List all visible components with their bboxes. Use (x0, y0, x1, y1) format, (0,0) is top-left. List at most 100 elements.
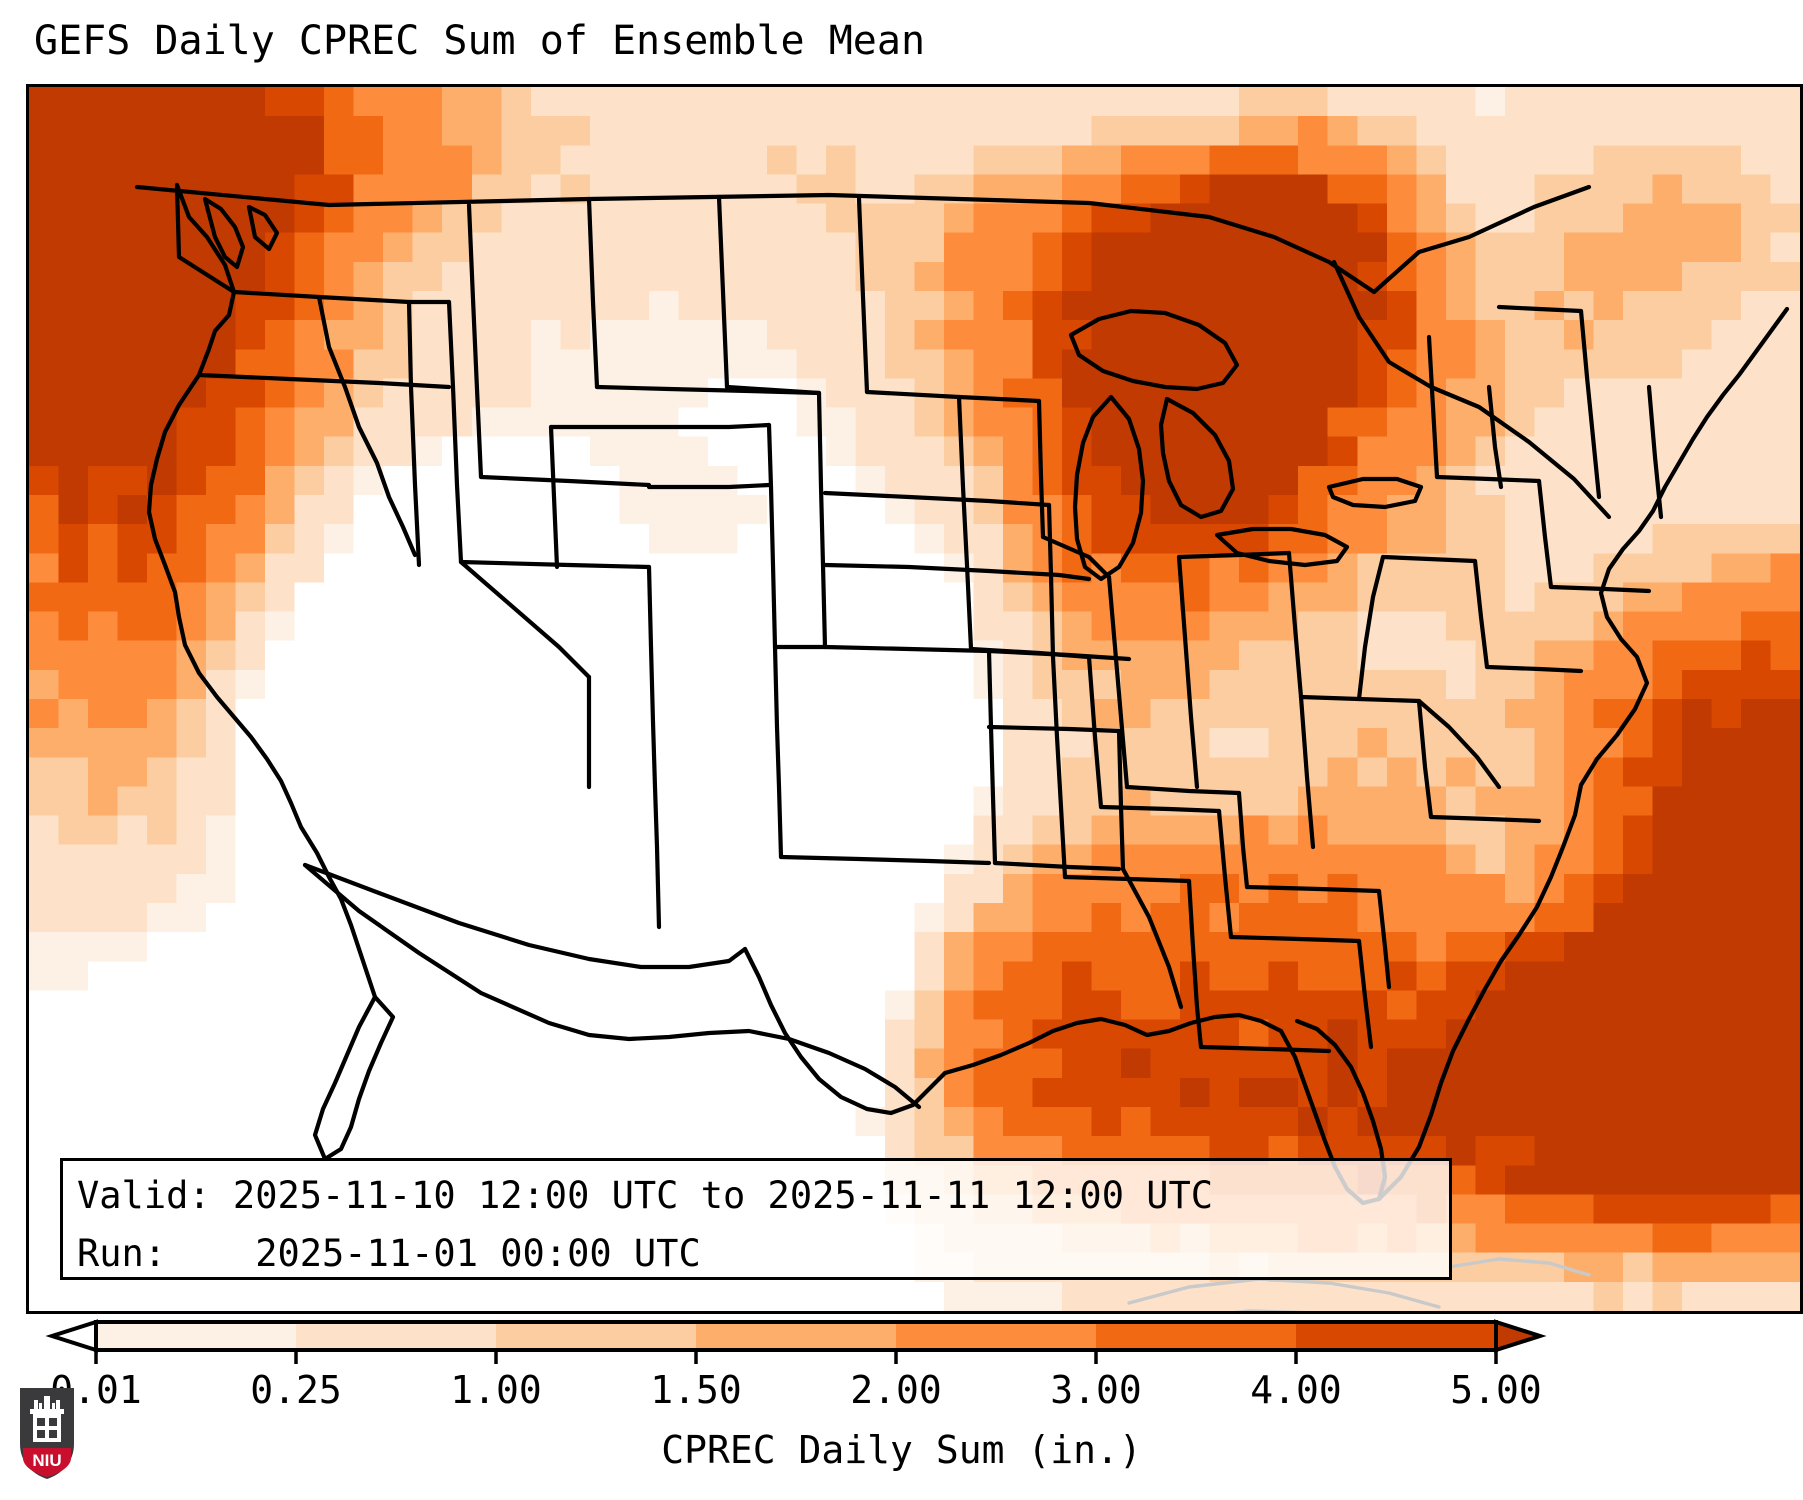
precip-cell (737, 932, 768, 962)
precip-cell (530, 145, 561, 176)
precip-cell (117, 407, 148, 438)
precip-cell (1622, 116, 1654, 146)
precip-cell (265, 349, 296, 380)
precip-cell (707, 116, 739, 146)
precip-cell (1534, 669, 1565, 700)
map-border-path (956, 394, 974, 652)
precip-cell (29, 465, 60, 496)
precip-cell (1445, 524, 1477, 554)
colorbar-extend-left (45, 1319, 98, 1353)
map-border-path (1198, 1044, 1332, 1054)
precip-cell (884, 786, 916, 817)
precip-cell (1357, 815, 1388, 846)
precip-cell (294, 728, 325, 758)
precip-cell (1740, 174, 1772, 205)
precip-cell (1622, 932, 1654, 962)
precip-cell (1357, 611, 1388, 642)
map-border-path (302, 862, 922, 1110)
precip-cell (1711, 582, 1742, 613)
precip-cell (1386, 640, 1417, 671)
precip-cell (1711, 407, 1742, 438)
precip-cell (1003, 116, 1034, 146)
precip-cell (412, 844, 443, 875)
precip-cell (678, 873, 709, 904)
precip-cell (1416, 261, 1447, 292)
precip-cell (147, 990, 178, 1021)
precip-cell (707, 145, 739, 176)
precip-cell (501, 699, 532, 729)
precip-cell (117, 728, 148, 758)
precip-cell (501, 87, 532, 117)
map-border-path (646, 564, 662, 930)
precip-cell (294, 349, 325, 380)
precip-cell (501, 669, 532, 700)
precip-cell (973, 815, 1004, 846)
precip-cell (117, 611, 148, 642)
precip-cell (1239, 582, 1270, 613)
precip-cell (1475, 1048, 1506, 1079)
precip-cell (353, 757, 384, 788)
precip-cell (235, 261, 266, 292)
precip-cell (501, 640, 532, 671)
precip-cell (176, 1019, 207, 1050)
precip-cell (1062, 1048, 1093, 1079)
precip-cell (1652, 1223, 1683, 1254)
precip-cell (1003, 465, 1034, 496)
precip-cell (825, 699, 857, 729)
precip-cell (1622, 611, 1654, 642)
precip-cell (1652, 1281, 1683, 1311)
precip-cell (1357, 174, 1388, 205)
precip-cell (412, 757, 443, 788)
precip-cell (648, 145, 680, 176)
precip-cell (147, 728, 178, 758)
precip-cell (501, 291, 532, 321)
precip-cell (914, 611, 945, 642)
precip-cell (973, 582, 1004, 613)
precip-cell (1268, 757, 1299, 788)
precip-cell (1445, 291, 1477, 321)
precip-cell (1298, 903, 1329, 933)
precip-cell (88, 815, 119, 846)
precip-cell (1681, 261, 1713, 292)
map-border-soft-path (1447, 1257, 1591, 1277)
precip-cell (707, 640, 739, 671)
precip-cell (147, 378, 178, 409)
precip-cell (884, 87, 916, 117)
precip-cell (383, 232, 414, 263)
precip-cell (1534, 291, 1565, 321)
precip-cell (1239, 611, 1270, 642)
precip-cell (619, 495, 650, 525)
precip-cell (1711, 786, 1742, 817)
precip-cell (29, 174, 60, 205)
precip-cell (294, 1077, 325, 1108)
precip-cell (353, 640, 384, 671)
precip-cell (353, 815, 384, 846)
precip-cell (1711, 699, 1742, 729)
precip-cell (1298, 349, 1329, 380)
precip-cell (1563, 1048, 1595, 1079)
precip-cell (589, 669, 621, 700)
precip-cell (914, 203, 945, 234)
precip-cell (825, 174, 857, 205)
precip-cell (1770, 495, 1800, 525)
precip-cell (1416, 873, 1447, 904)
precip-cell (501, 844, 532, 875)
precip-cell (1770, 1252, 1800, 1283)
precip-cell (206, 1077, 237, 1108)
precip-cell (1239, 495, 1270, 525)
precip-cell (1504, 611, 1536, 642)
precip-cell (29, 1019, 60, 1050)
precip-cell (1091, 495, 1122, 525)
precip-cell (1386, 203, 1417, 234)
precip-cell (29, 699, 60, 729)
precip-cell (88, 1281, 119, 1311)
precip-cell (1475, 145, 1506, 176)
precip-cell (412, 291, 443, 321)
precip-cell (796, 407, 827, 438)
precip-cell (1003, 320, 1034, 350)
precip-cell (648, 232, 680, 263)
precip-cell (766, 174, 798, 205)
precip-cell (1032, 873, 1063, 904)
precip-cell (294, 261, 325, 292)
precip-cell (884, 349, 916, 380)
